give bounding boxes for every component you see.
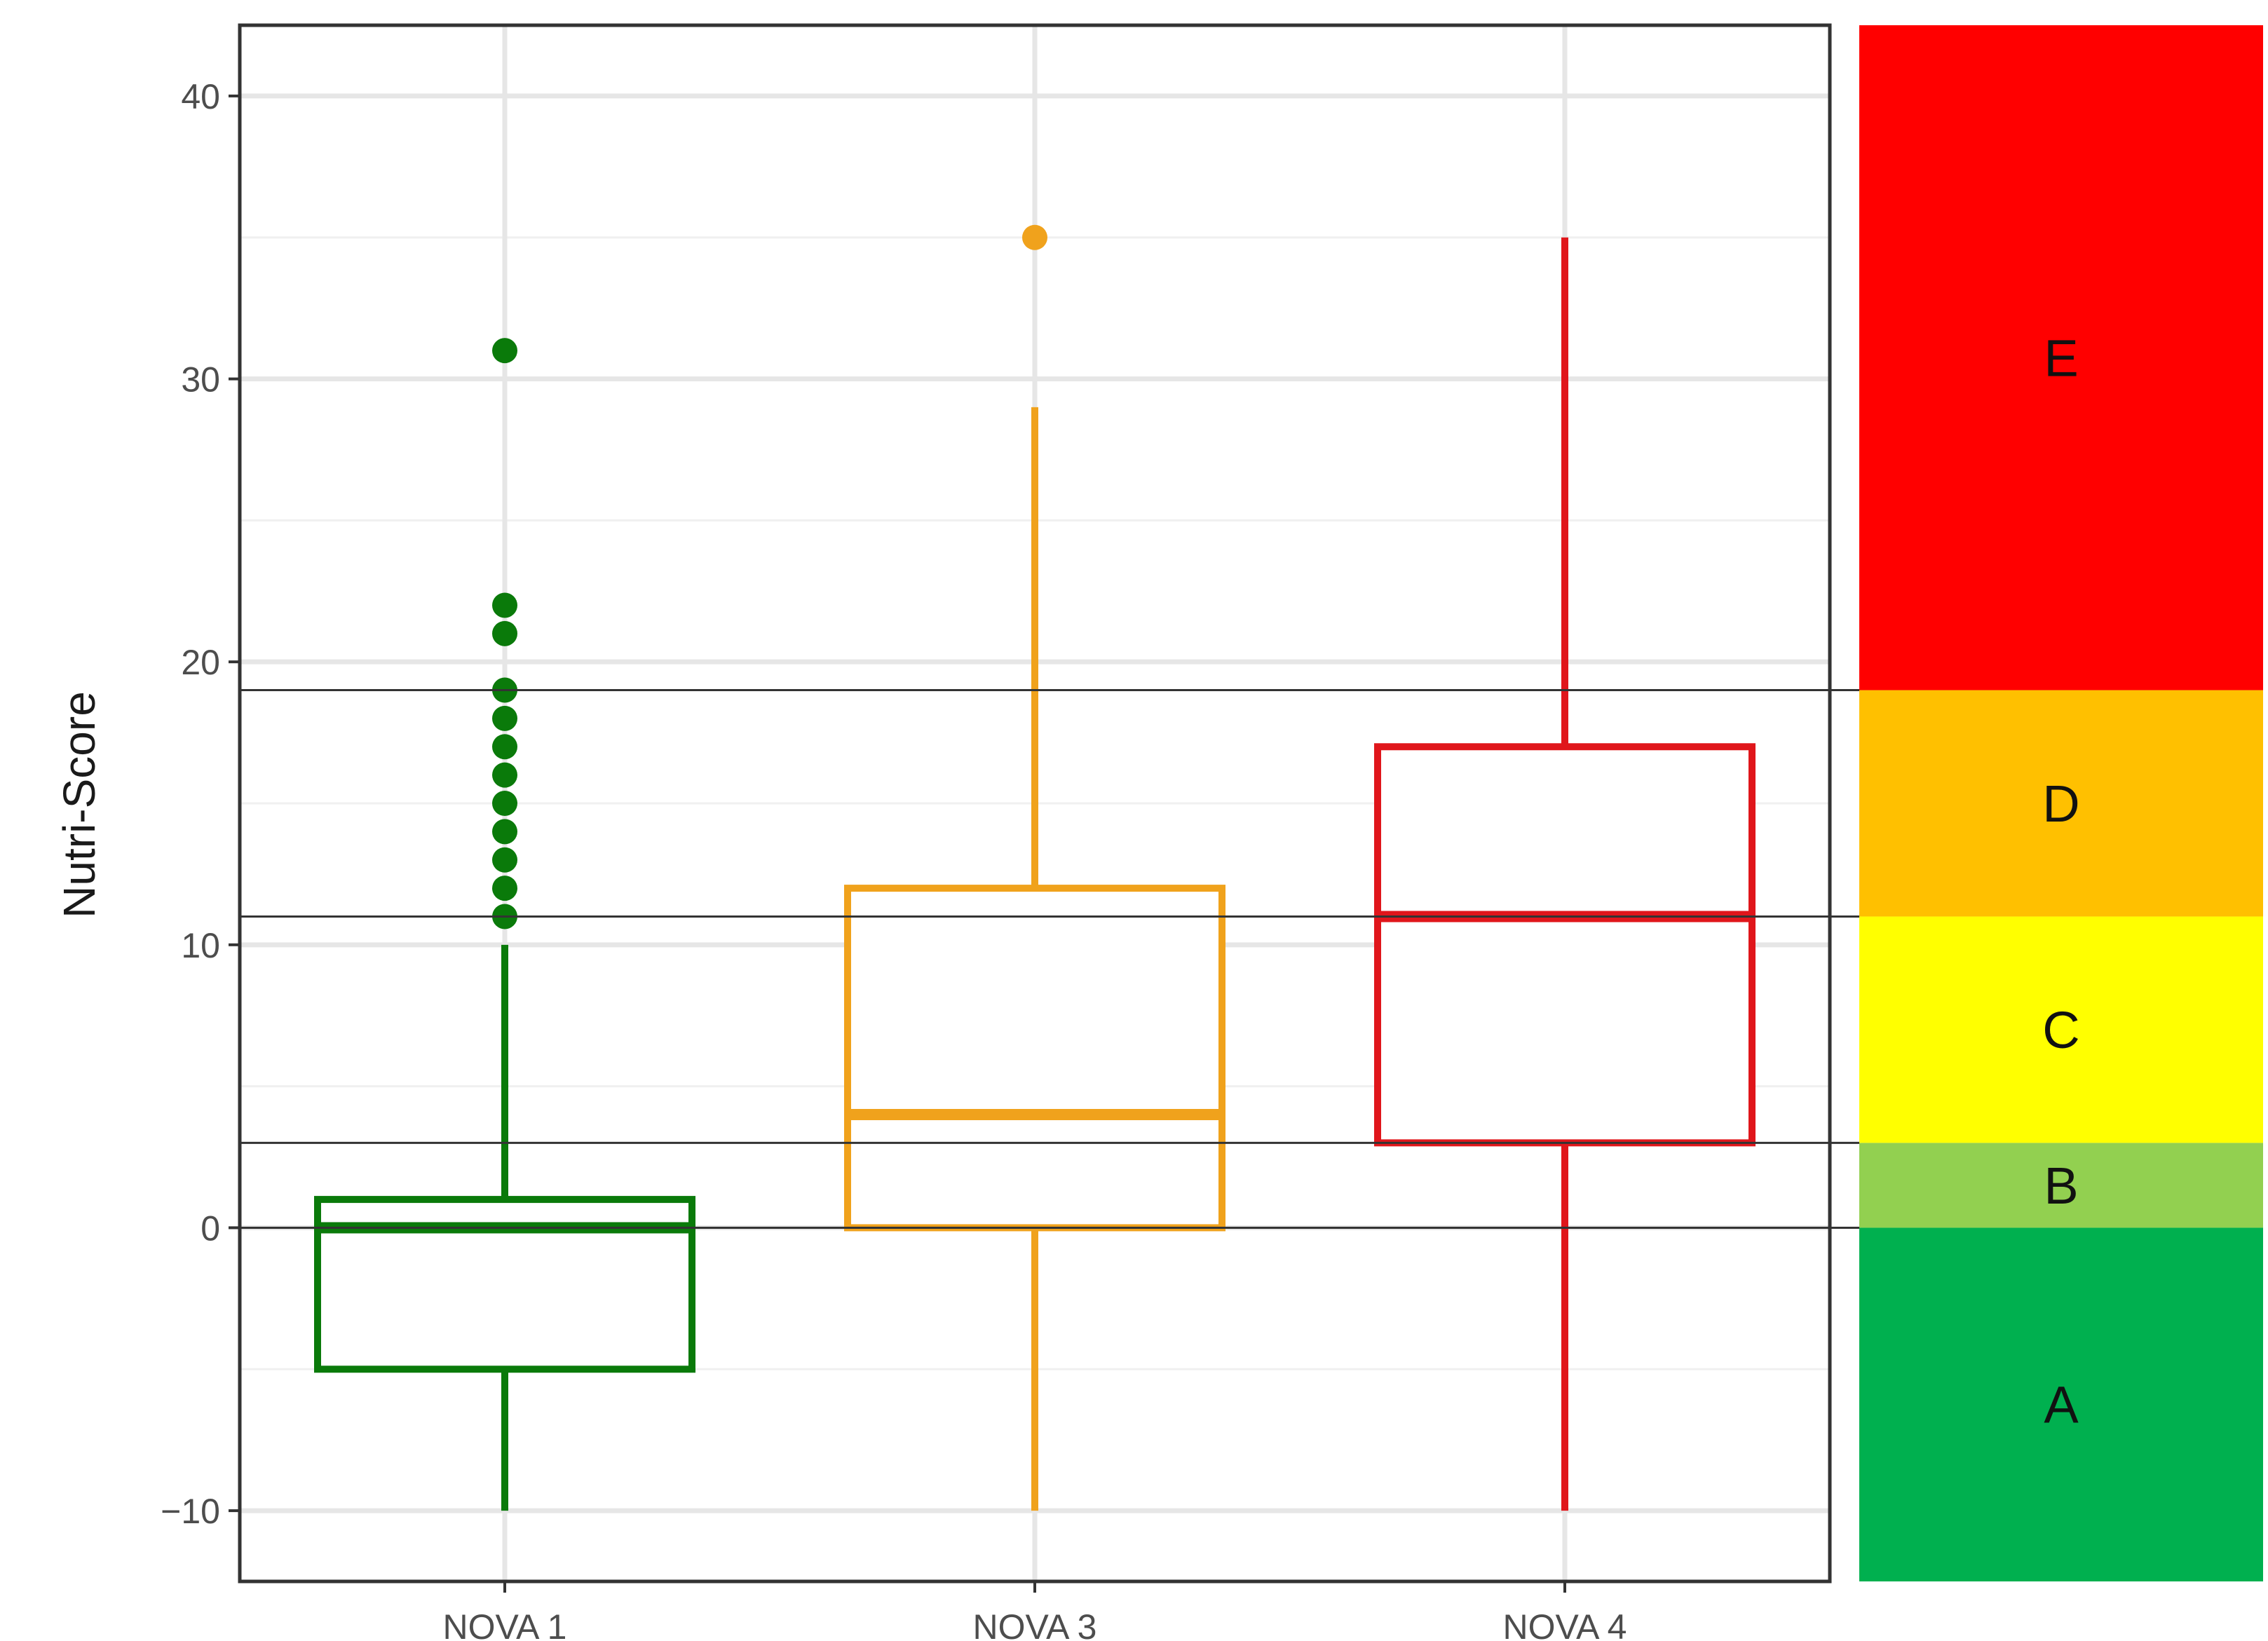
outlier-point [492, 620, 517, 646]
x-tick-label: NOVA 4 [1503, 1607, 1627, 1641]
outlier-point [492, 847, 517, 873]
y-tick-label: 20 [181, 643, 220, 682]
band-d [1859, 690, 2263, 917]
y-tick-label: 40 [181, 77, 220, 116]
y-tick-label: 0 [201, 1208, 220, 1248]
band-c [1859, 916, 2263, 1143]
outlier-point [492, 819, 517, 845]
band-label-c: C [2042, 1001, 2079, 1059]
plot-panel: −10 0 10 20 30 40 NOVA 1 NOVA 3 NOVA 4 [161, 23, 1859, 1641]
interquartile-box [844, 885, 1225, 1232]
outlier-point [492, 791, 517, 816]
band-label-d: D [2042, 775, 2079, 833]
outlier-point [1022, 224, 1047, 250]
interquartile-box [1374, 743, 1756, 1147]
outlier-point [492, 734, 517, 760]
outlier-point [492, 705, 517, 731]
outlier-point [492, 762, 517, 788]
outlier-point [492, 592, 517, 618]
y-tick-label: 10 [181, 926, 220, 965]
band-label-b: B [2044, 1157, 2078, 1215]
band-label-e: E [2044, 329, 2078, 387]
band-a [1859, 1227, 2263, 1581]
y-tick-label: −10 [161, 1492, 220, 1531]
band-label-a: A [2044, 1376, 2079, 1434]
x-tick-label: NOVA 1 [443, 1607, 567, 1641]
box-nova-3 [844, 224, 1225, 1511]
x-tick-label: NOVA 3 [973, 1607, 1097, 1641]
nutri-score-band-panel: A B C D E [1859, 25, 2263, 1581]
outlier-point [492, 876, 517, 901]
band-b [1859, 1143, 2263, 1228]
outlier-point [492, 338, 517, 364]
band-e [1859, 25, 2263, 690]
y-tick-label: 30 [181, 360, 220, 400]
y-axis-title: Nutri-Score [54, 691, 104, 918]
